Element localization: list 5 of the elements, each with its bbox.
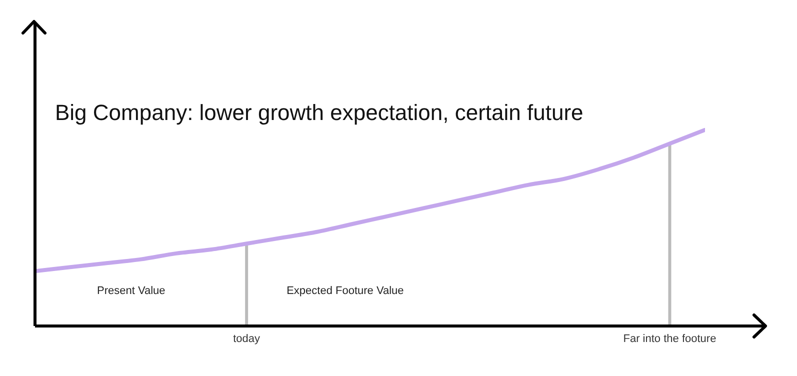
x-tick-label: Far into the footure (623, 332, 716, 345)
annotation: Present Value (97, 285, 166, 297)
annotation: Expected Footure Value (286, 285, 404, 297)
chart-title: Big Company: lower growth expectation, certain future (55, 100, 584, 126)
x-tick-label: today (233, 332, 261, 345)
